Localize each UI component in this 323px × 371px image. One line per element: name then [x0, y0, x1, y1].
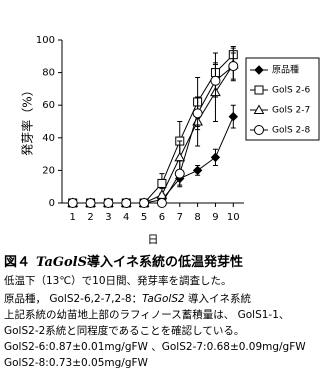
marker	[67, 198, 78, 208]
series-line	[72, 65, 234, 204]
caption-text: 導入イネ系統	[185, 292, 252, 305]
caption-line: 上記系統の幼苗地上部のラフィノース蓄積量は、 GolS1-1、	[4, 308, 289, 321]
marker	[253, 104, 265, 114]
caption-line: GolS2-2系統と同程度であることを確認している。	[4, 324, 244, 337]
y-tick-label: 0	[49, 198, 55, 209]
caption-line: 低温下（13℃）で10日間、発芽率を調査した。	[4, 274, 232, 287]
marker	[174, 151, 186, 162]
marker	[85, 198, 96, 208]
x-tick-label: 2	[87, 212, 93, 223]
marker	[210, 152, 221, 163]
y-tick-label: 20	[42, 165, 55, 176]
caption-line: 原品種， GolS2-6,2-7,2-8：TaGolS2 導入イネ系統	[4, 292, 252, 305]
x-tick-label: 1	[70, 212, 76, 223]
caption-line: GolS2-8:0.73±0.05mg/gFW	[4, 357, 149, 369]
x-axis-label: 日	[148, 233, 159, 246]
title-text: 導入イネ系統の低温発芽性	[87, 254, 243, 270]
caption-italic: TaGolS2	[142, 293, 185, 305]
series-line	[72, 54, 234, 204]
marker	[210, 75, 221, 86]
marker	[174, 168, 185, 179]
marker	[121, 198, 132, 208]
marker	[139, 198, 150, 208]
legend-label: GolS 2-8	[272, 126, 311, 136]
y-tick-label: 60	[42, 100, 55, 111]
marker	[192, 165, 203, 176]
x-tick-label: 4	[123, 212, 129, 223]
x-tick-label: 7	[177, 212, 183, 223]
caption-line: GolS2-6:0.87±0.01mg/gFW 、GolS2-7:0.68±0.…	[4, 341, 306, 353]
x-tick-label: 3	[105, 212, 111, 223]
title-italic: TaGolS	[36, 255, 87, 270]
marker	[157, 178, 167, 188]
y-tick-label: 80	[42, 68, 55, 79]
series-line	[72, 116, 234, 204]
x-tick-label: 9	[212, 212, 218, 223]
y-axis-label: 発芽率（%）	[20, 84, 35, 155]
marker	[192, 108, 203, 119]
series-line	[72, 64, 234, 204]
caption-text: 原品種， GolS2-6,2-7,2-8：	[4, 292, 142, 305]
marker	[254, 125, 264, 135]
y-tick-label: 100	[36, 35, 55, 46]
x-tick-label: 8	[194, 212, 200, 223]
marker	[228, 61, 239, 72]
caption-title: 図４ TaGolS導入イネ系統の低温発芽性	[4, 254, 243, 270]
legend-label: GolS 2-6	[272, 86, 311, 96]
x-tick-label: 10	[227, 212, 240, 223]
y-tick-label: 40	[42, 133, 55, 144]
figure-number: 図４	[4, 255, 30, 270]
legend-label: GolS 2-7	[272, 106, 310, 116]
x-tick-label: 6	[159, 212, 165, 223]
marker	[254, 85, 264, 95]
marker	[156, 198, 167, 208]
marker	[228, 111, 239, 122]
marker	[103, 198, 114, 208]
legend-label: 原品種	[272, 65, 299, 76]
marker	[254, 65, 264, 75]
x-tick-label: 5	[141, 212, 147, 223]
